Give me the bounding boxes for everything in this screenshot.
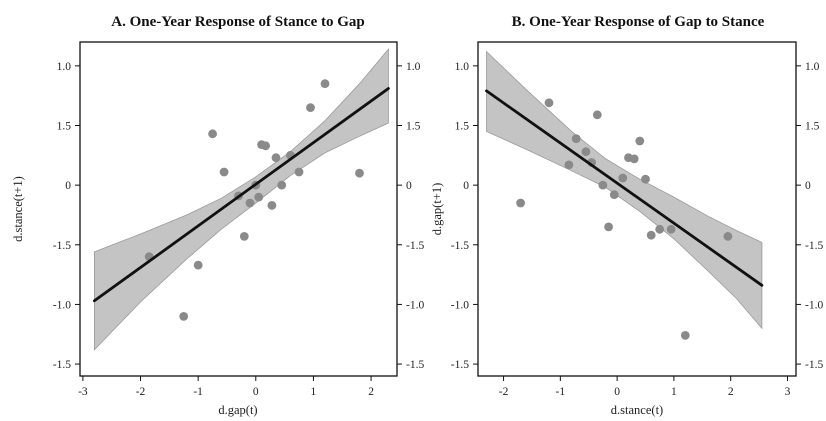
confidence-band-area [486,50,763,330]
panel-b-title: B. One-Year Response of Gap to Stance [512,14,765,30]
data-point-16 [646,230,656,240]
data-point-19 [320,79,330,89]
y-tick-label-right: 0 [406,180,412,192]
data-point-14 [635,136,645,146]
data-point-5 [219,167,229,177]
y-tick-label-left: 0 [65,180,71,192]
panel-b-y-ticks-left: 1.0 1.5 0 -1.5 -1.0 -1.5 [451,61,478,371]
data-point-3 [193,260,203,270]
x-tick-label: 3 [785,386,791,398]
y-tick-label-right: 1.0 [406,61,421,73]
y-tick-label-left: -1.5 [53,359,71,371]
data-point-15 [277,180,287,190]
data-point-13 [267,201,277,210]
y-tick-label-right: -1.0 [406,299,424,311]
regression-line [93,87,390,303]
y-tick-label-right: -1.5 [805,359,823,371]
data-point-10 [254,192,264,202]
panel-a-y-ticks-left: 1.0 1.5 0 -1.5 -1.0 -1.5 [53,61,80,371]
y-tick-label-left: 1.5 [455,121,470,133]
y-tick-label-left: 1.0 [455,61,470,73]
data-point-8 [598,180,608,190]
x-tick-label: 1 [311,386,317,398]
panel-b-frame [477,41,797,377]
data-point-20 [355,168,364,178]
data-point-20 [723,232,733,241]
data-point-15 [641,174,650,184]
panel-b-y-label: d.gap(t+1) [430,183,444,236]
data-point-1 [516,198,525,208]
panel-b: B. One-Year Response of Gap to Stance -2… [430,14,823,417]
y-tick-label-left: -1.0 [451,299,469,311]
data-point-4 [208,129,218,139]
x-tick-label: 0 [253,386,259,398]
regression-line [485,89,764,287]
panel-a-frame [79,41,398,377]
data-point-7 [239,232,249,241]
data-point-19 [680,331,690,340]
panel-a-x-label: d.gap(t) [218,403,257,417]
y-tick-label-right: -1.0 [805,299,823,311]
x-tick-label: -1 [556,386,566,398]
y-tick-label-right: -1.5 [805,240,823,252]
y-tick-label-right: 0 [805,180,811,192]
data-point-9 [604,222,613,232]
data-point-5 [581,147,591,157]
y-tick-label-right: -1.5 [406,359,424,371]
panel-b-x-label: d.stance(t) [611,403,663,417]
panel-a-title: A. One-Year Response of Stance to Gap [111,14,364,30]
y-tick-label-left: -1.5 [451,240,469,252]
panel-b-points [516,98,733,340]
panel-b-x-ticks: -2 -1 0 1 2 3 [499,376,791,398]
panel-a-confidence-band [94,48,389,351]
panel-a-y-label: d.stance(t+1) [11,176,25,242]
data-point-3 [564,160,574,170]
x-tick-label: -2 [499,386,509,398]
x-tick-label: 0 [614,386,620,398]
y-tick-label-right: -1.5 [406,240,424,252]
data-point-17 [655,224,665,234]
y-tick-label-left: -1.0 [53,299,71,311]
data-point-10 [609,190,619,200]
data-point-11 [618,173,628,183]
data-point-13 [629,154,639,164]
x-tick-label: 1 [671,386,677,398]
y-tick-label-left: 1.0 [57,61,72,73]
panel-b-fit-line [485,89,764,287]
data-point-12 [261,141,270,151]
x-tick-label: -2 [136,386,146,398]
panel-a-fit-line [93,87,390,303]
y-tick-label-left: -1.5 [53,240,71,252]
data-point-18 [666,224,676,234]
x-tick-label: -3 [78,386,88,398]
confidence-band-area [94,48,389,351]
data-point-8 [245,198,255,208]
panel-a: A. One-Year Response of Stance to Gap -3… [11,14,424,417]
y-tick-label-left: -1.5 [451,359,469,371]
data-point-2 [544,98,554,108]
y-tick-label-right: 1.5 [805,121,820,133]
data-point-14 [271,153,281,163]
x-tick-label: -1 [193,386,203,398]
data-point-2 [179,312,189,321]
y-tick-label-left: 1.5 [57,121,72,133]
y-tick-label-right: 1.5 [406,121,421,133]
data-point-4 [571,134,581,144]
data-point-17 [294,167,304,177]
y-tick-label-left: 0 [463,180,469,192]
panel-a-y-ticks-right: 1.0 1.5 0 -1.5 -1.0 -1.5 [397,61,424,371]
data-point-18 [306,103,315,112]
data-point-7 [592,110,602,120]
panel-b-confidence-band [486,50,763,330]
x-tick-label: 2 [368,386,374,398]
panel-a-x-ticks: -3 -2 -1 0 1 2 [78,376,374,398]
y-tick-label-right: 1.0 [805,61,820,73]
panel-b-y-ticks-right: 1.0 1.5 0 -1.5 -1.0 -1.5 [796,61,823,371]
x-tick-label: 2 [728,386,734,398]
